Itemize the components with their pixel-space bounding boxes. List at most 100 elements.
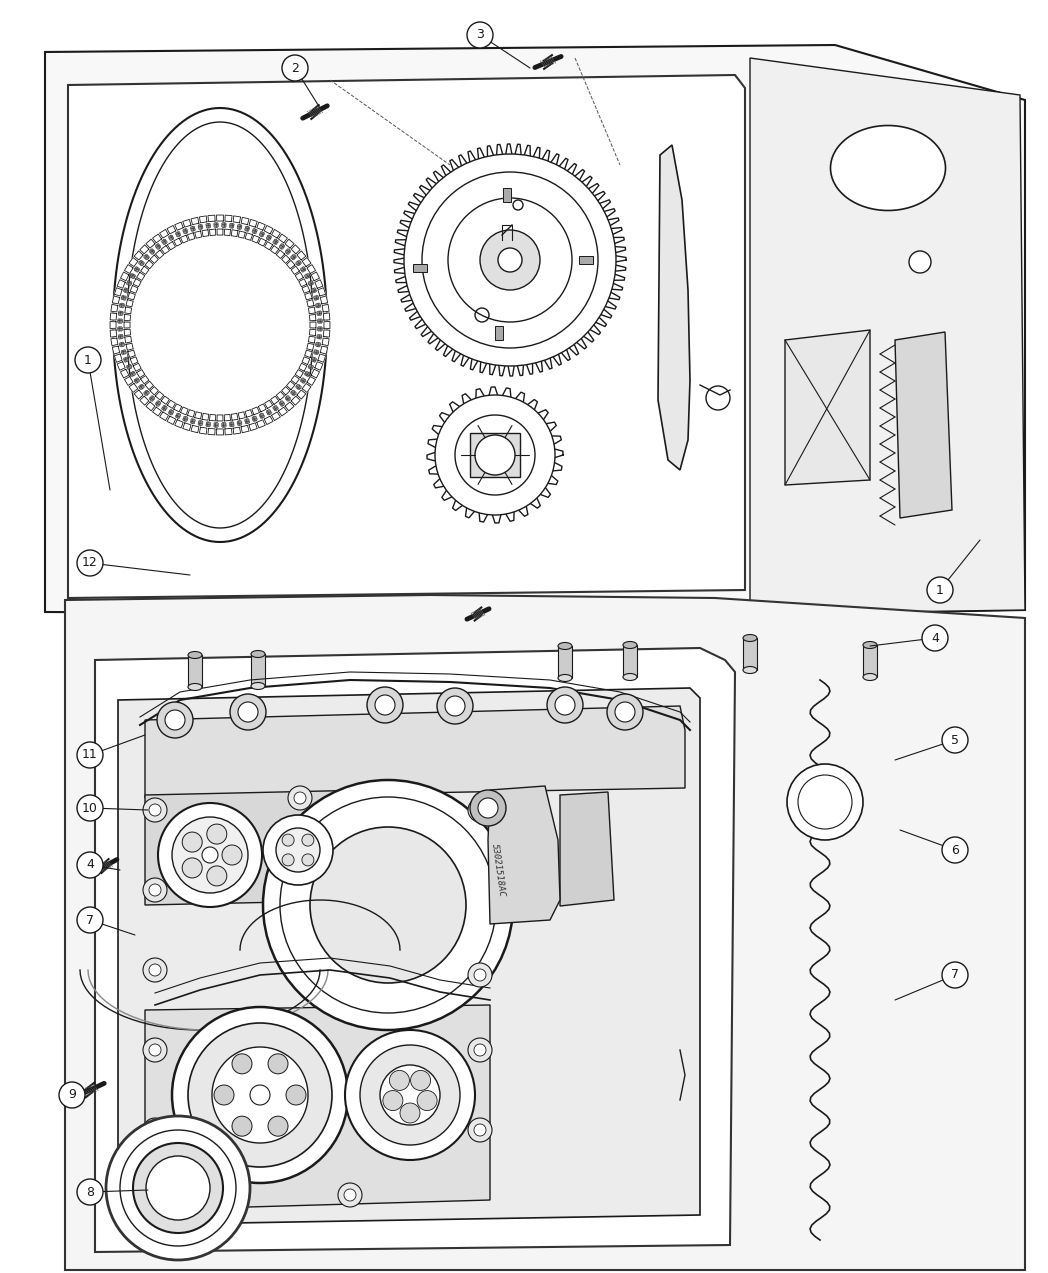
Circle shape: [150, 397, 152, 400]
Ellipse shape: [188, 684, 202, 690]
Circle shape: [313, 295, 316, 299]
Circle shape: [122, 342, 125, 345]
Polygon shape: [285, 402, 294, 411]
Circle shape: [383, 1091, 402, 1110]
Circle shape: [313, 289, 316, 293]
Polygon shape: [252, 654, 265, 686]
Polygon shape: [324, 322, 330, 328]
Circle shape: [138, 386, 141, 388]
Circle shape: [276, 241, 279, 243]
Polygon shape: [133, 363, 141, 372]
Polygon shape: [45, 45, 1025, 615]
Circle shape: [274, 239, 277, 242]
Circle shape: [151, 248, 153, 252]
Circle shape: [299, 261, 302, 265]
Polygon shape: [161, 396, 170, 405]
Polygon shape: [134, 251, 144, 260]
Polygon shape: [130, 356, 138, 364]
Circle shape: [282, 244, 285, 248]
Circle shape: [468, 1037, 492, 1062]
Polygon shape: [252, 407, 260, 415]
Polygon shape: [134, 390, 144, 398]
Circle shape: [445, 696, 465, 715]
Polygon shape: [118, 687, 700, 1225]
Circle shape: [157, 701, 193, 738]
Circle shape: [232, 223, 234, 227]
Circle shape: [282, 854, 294, 866]
Text: 8: 8: [86, 1185, 94, 1198]
Circle shape: [437, 687, 473, 724]
Polygon shape: [307, 344, 314, 350]
Circle shape: [143, 1037, 167, 1062]
Circle shape: [260, 232, 263, 234]
Circle shape: [191, 228, 194, 232]
Circle shape: [318, 318, 321, 322]
Polygon shape: [145, 791, 378, 905]
Circle shape: [787, 764, 863, 840]
Circle shape: [281, 401, 283, 404]
Polygon shape: [114, 354, 123, 363]
Polygon shape: [245, 233, 253, 241]
Circle shape: [301, 269, 304, 272]
Circle shape: [212, 1046, 308, 1143]
Circle shape: [288, 785, 312, 810]
Circle shape: [305, 276, 308, 279]
Polygon shape: [146, 239, 155, 248]
Circle shape: [177, 415, 180, 419]
Circle shape: [468, 1118, 492, 1142]
Circle shape: [184, 230, 188, 233]
Polygon shape: [188, 656, 202, 687]
Polygon shape: [299, 279, 307, 286]
Circle shape: [158, 803, 262, 906]
Circle shape: [927, 577, 953, 603]
Polygon shape: [241, 218, 249, 225]
Circle shape: [310, 280, 313, 284]
Circle shape: [282, 402, 285, 405]
Polygon shape: [136, 369, 145, 378]
Circle shape: [318, 328, 321, 331]
Polygon shape: [241, 425, 249, 433]
Circle shape: [141, 386, 145, 388]
Circle shape: [474, 1044, 486, 1057]
Circle shape: [182, 833, 202, 852]
Circle shape: [470, 791, 506, 826]
Circle shape: [193, 419, 195, 421]
Circle shape: [232, 1116, 252, 1137]
Polygon shape: [225, 429, 232, 435]
Bar: [495, 326, 503, 340]
Circle shape: [291, 257, 294, 260]
Circle shape: [308, 365, 311, 369]
Circle shape: [281, 243, 283, 247]
Circle shape: [208, 424, 211, 426]
Circle shape: [222, 223, 224, 225]
Circle shape: [238, 423, 240, 425]
Circle shape: [140, 262, 144, 266]
Circle shape: [165, 710, 185, 729]
Circle shape: [117, 327, 121, 330]
Ellipse shape: [188, 652, 202, 658]
Circle shape: [139, 261, 143, 264]
Circle shape: [136, 269, 138, 272]
Circle shape: [134, 269, 137, 271]
Polygon shape: [279, 234, 287, 243]
Polygon shape: [322, 339, 329, 345]
Circle shape: [152, 397, 155, 400]
Circle shape: [145, 392, 148, 396]
Circle shape: [268, 1054, 288, 1074]
Polygon shape: [125, 336, 132, 342]
Circle shape: [252, 230, 255, 233]
Circle shape: [305, 373, 307, 376]
Circle shape: [380, 1066, 440, 1125]
Circle shape: [339, 1183, 362, 1207]
Polygon shape: [488, 785, 560, 924]
Circle shape: [214, 424, 217, 428]
Circle shape: [192, 227, 195, 229]
Polygon shape: [217, 229, 223, 236]
Polygon shape: [302, 383, 311, 392]
Circle shape: [139, 387, 143, 390]
Circle shape: [171, 410, 174, 414]
Circle shape: [301, 379, 303, 382]
Text: 1: 1: [936, 583, 944, 597]
Circle shape: [149, 883, 161, 896]
Circle shape: [170, 238, 173, 241]
